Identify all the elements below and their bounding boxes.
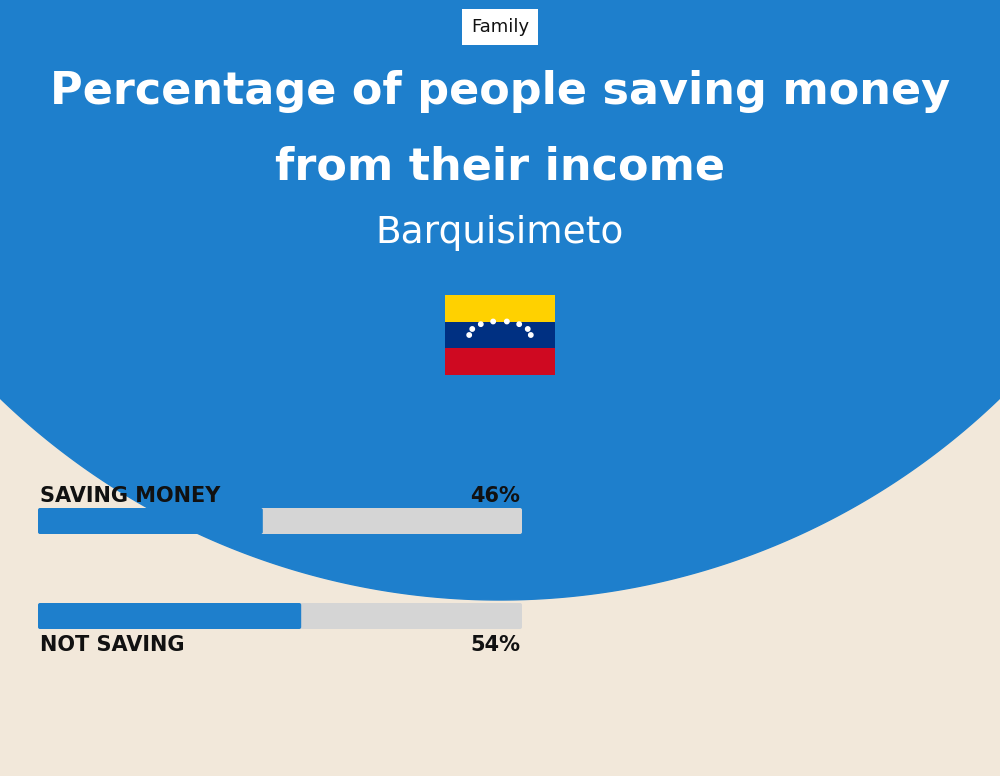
FancyBboxPatch shape xyxy=(38,603,522,629)
Circle shape xyxy=(505,319,509,324)
Text: SAVING MONEY: SAVING MONEY xyxy=(40,486,220,506)
Circle shape xyxy=(470,327,474,331)
Text: Barquisimeto: Barquisimeto xyxy=(376,215,624,251)
Text: 46%: 46% xyxy=(470,486,520,506)
Circle shape xyxy=(467,333,471,338)
FancyBboxPatch shape xyxy=(38,508,522,534)
Bar xyxy=(445,322,555,348)
Text: from their income: from their income xyxy=(275,145,725,188)
Circle shape xyxy=(529,333,533,338)
FancyBboxPatch shape xyxy=(38,508,263,534)
Text: Family: Family xyxy=(471,18,529,36)
Text: 54%: 54% xyxy=(470,635,520,655)
Text: NOT SAVING: NOT SAVING xyxy=(40,635,184,655)
Circle shape xyxy=(479,322,483,327)
Text: Percentage of people saving money: Percentage of people saving money xyxy=(50,70,950,113)
FancyBboxPatch shape xyxy=(38,603,301,629)
Circle shape xyxy=(517,322,521,327)
Circle shape xyxy=(491,319,495,324)
Polygon shape xyxy=(0,0,1000,600)
Bar xyxy=(445,348,555,375)
Bar xyxy=(445,295,555,322)
Circle shape xyxy=(526,327,530,331)
